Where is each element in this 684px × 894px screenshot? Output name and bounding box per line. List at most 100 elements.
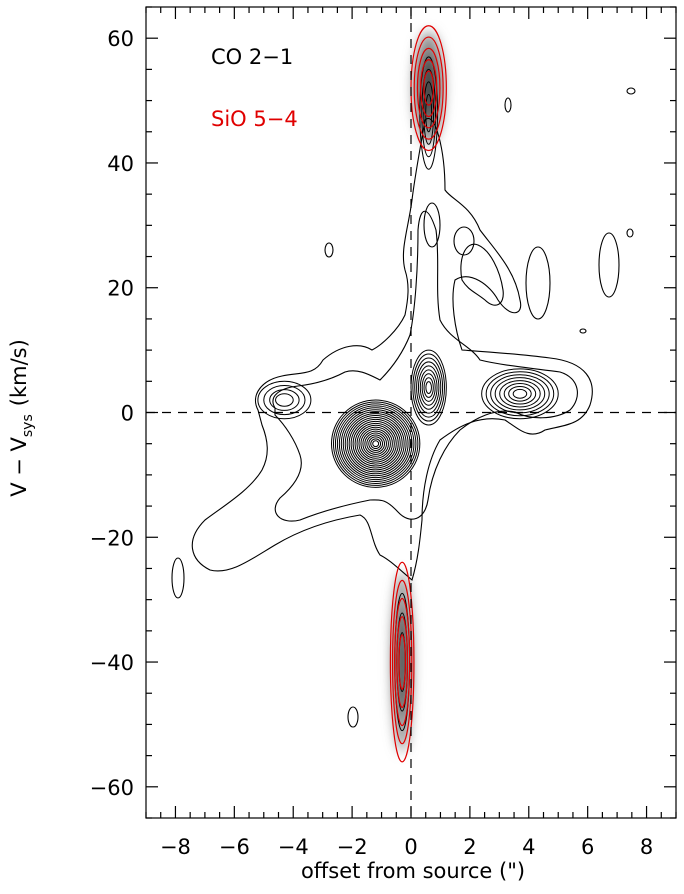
- co-core-contour: [332, 401, 419, 486]
- x-tick-label: −4: [278, 835, 309, 859]
- co-east-clump-contour: [481, 368, 559, 420]
- x-tick-label: 6: [581, 835, 594, 859]
- co-core-contour: [362, 430, 389, 457]
- co-core-contour: [342, 411, 409, 477]
- y-tick-label: 0: [121, 402, 134, 426]
- co-core-contour: [354, 422, 397, 465]
- x-tick-label: 8: [640, 835, 653, 859]
- co-contour-far-east: [598, 232, 620, 298]
- co-core-contour: [370, 438, 382, 450]
- co-contour-north-arm: [423, 202, 441, 248]
- co-core-contour: [368, 436, 384, 451]
- sio-contour: [398, 634, 406, 690]
- y-tick-label: −60: [90, 776, 134, 800]
- co-core-contour: [336, 405, 415, 483]
- co-core-contour: [356, 424, 395, 463]
- y-tick-label: −40: [90, 651, 134, 675]
- co-contour-south-speck: [347, 706, 359, 728]
- sio-contour: [394, 597, 411, 727]
- co-contour-southwest-spot: [171, 557, 185, 599]
- y-tick-label: 40: [107, 152, 134, 176]
- x-tick-label: −8: [160, 835, 191, 859]
- co-contour-far-northeast-speck: [504, 97, 512, 113]
- y-axis-label-main: V − V: [7, 436, 31, 496]
- co-red-knot-contour: [417, 365, 440, 410]
- axes: [145, 6, 677, 819]
- y-tick-label: 60: [107, 27, 134, 51]
- sio-contour: [391, 579, 413, 745]
- co-west-clump-contour: [257, 380, 312, 420]
- co-contour-east-extension: [460, 243, 504, 306]
- co-inner-contour: [272, 210, 578, 522]
- x-axis-label: offset from source ("): [301, 859, 525, 883]
- sio-contour: [423, 70, 435, 106]
- x-tick-label: 4: [522, 835, 535, 859]
- co-red-knot-contour: [425, 381, 432, 394]
- co-contour-east-blob: [525, 246, 551, 320]
- sio-contour: [389, 561, 415, 763]
- co-west-clump-contour: [275, 393, 294, 407]
- co-red-knot-contour: [416, 361, 442, 414]
- co-core-contour: [364, 432, 387, 455]
- co-contour-corner-speck-3: [579, 328, 587, 334]
- x-tick-label: −6: [219, 835, 250, 859]
- reference-lines: [146, 7, 676, 818]
- co-west-clump-contour: [263, 384, 306, 416]
- x-tick-label: −2: [337, 835, 368, 859]
- co-core-contour: [334, 403, 417, 484]
- co-east-clump-contour: [503, 383, 537, 405]
- y-axis-label-sub: sys: [20, 414, 36, 437]
- co-east-clump-contour: [512, 388, 528, 399]
- y-axis-label-unit: (km/s): [7, 339, 31, 406]
- co-core-contour: [350, 418, 401, 469]
- sio-contour: [413, 36, 444, 140]
- sio-grey-core: [419, 53, 438, 123]
- co-east-clump-contour: [508, 385, 532, 402]
- co-core-contour: [352, 420, 399, 467]
- sio-contour: [416, 47, 441, 129]
- legend-sio: SiO 5−4: [211, 107, 298, 131]
- co-core-contour: [348, 416, 403, 471]
- co-red-knot-contour: [414, 357, 444, 418]
- legend-co: CO 2−1: [211, 45, 293, 69]
- svg-text:V − Vsys(km/s): V − Vsys (km/s): [7, 339, 36, 497]
- co-outer-contour: [191, 117, 593, 581]
- x-tick-label: 0: [404, 835, 417, 859]
- co-core-contour: [366, 434, 385, 453]
- co-east-clump-contour: [499, 380, 541, 408]
- y-tick-label: 20: [107, 277, 134, 301]
- co-core-contour: [346, 415, 405, 473]
- co-core-contour: [372, 440, 380, 448]
- sio-grey-core: [396, 607, 409, 717]
- co-contour-corner-speck-1: [626, 87, 636, 95]
- co-red-knot-contour: [421, 373, 436, 402]
- co-core-contour: [358, 426, 393, 461]
- co-red-lobe-contour: [423, 81, 435, 145]
- sio-contours: [389, 25, 447, 763]
- co-red-knot-contour: [423, 377, 434, 398]
- co-east-clump-contour: [485, 371, 555, 417]
- co-red-lobe-contour: [425, 93, 433, 133]
- sio-contour: [396, 616, 409, 709]
- y-axis-label: V − Vsys (km/s): [7, 339, 36, 497]
- co-core-contour: [360, 428, 391, 459]
- co-contour-north-spot: [453, 226, 475, 256]
- co-outline-contours: [171, 87, 636, 728]
- y-tick-label: −20: [90, 526, 134, 550]
- co-red-knot-contour: [419, 369, 438, 406]
- co-contour-corner-speck-2: [626, 228, 634, 238]
- co-contour-west-speck: [324, 242, 334, 258]
- co-core-contour: [344, 413, 407, 475]
- co-red-knot-contour: [410, 349, 447, 426]
- co-core-contour: [340, 409, 411, 479]
- sio-contour: [420, 59, 438, 118]
- co-core-contour: [338, 407, 413, 481]
- co-red-lobe-contour: [421, 68, 437, 158]
- co-west-clump-contour: [269, 389, 300, 411]
- co-core-contour: [331, 399, 421, 488]
- x-tick-label: 2: [463, 835, 476, 859]
- co-east-clump-contour: [494, 377, 546, 411]
